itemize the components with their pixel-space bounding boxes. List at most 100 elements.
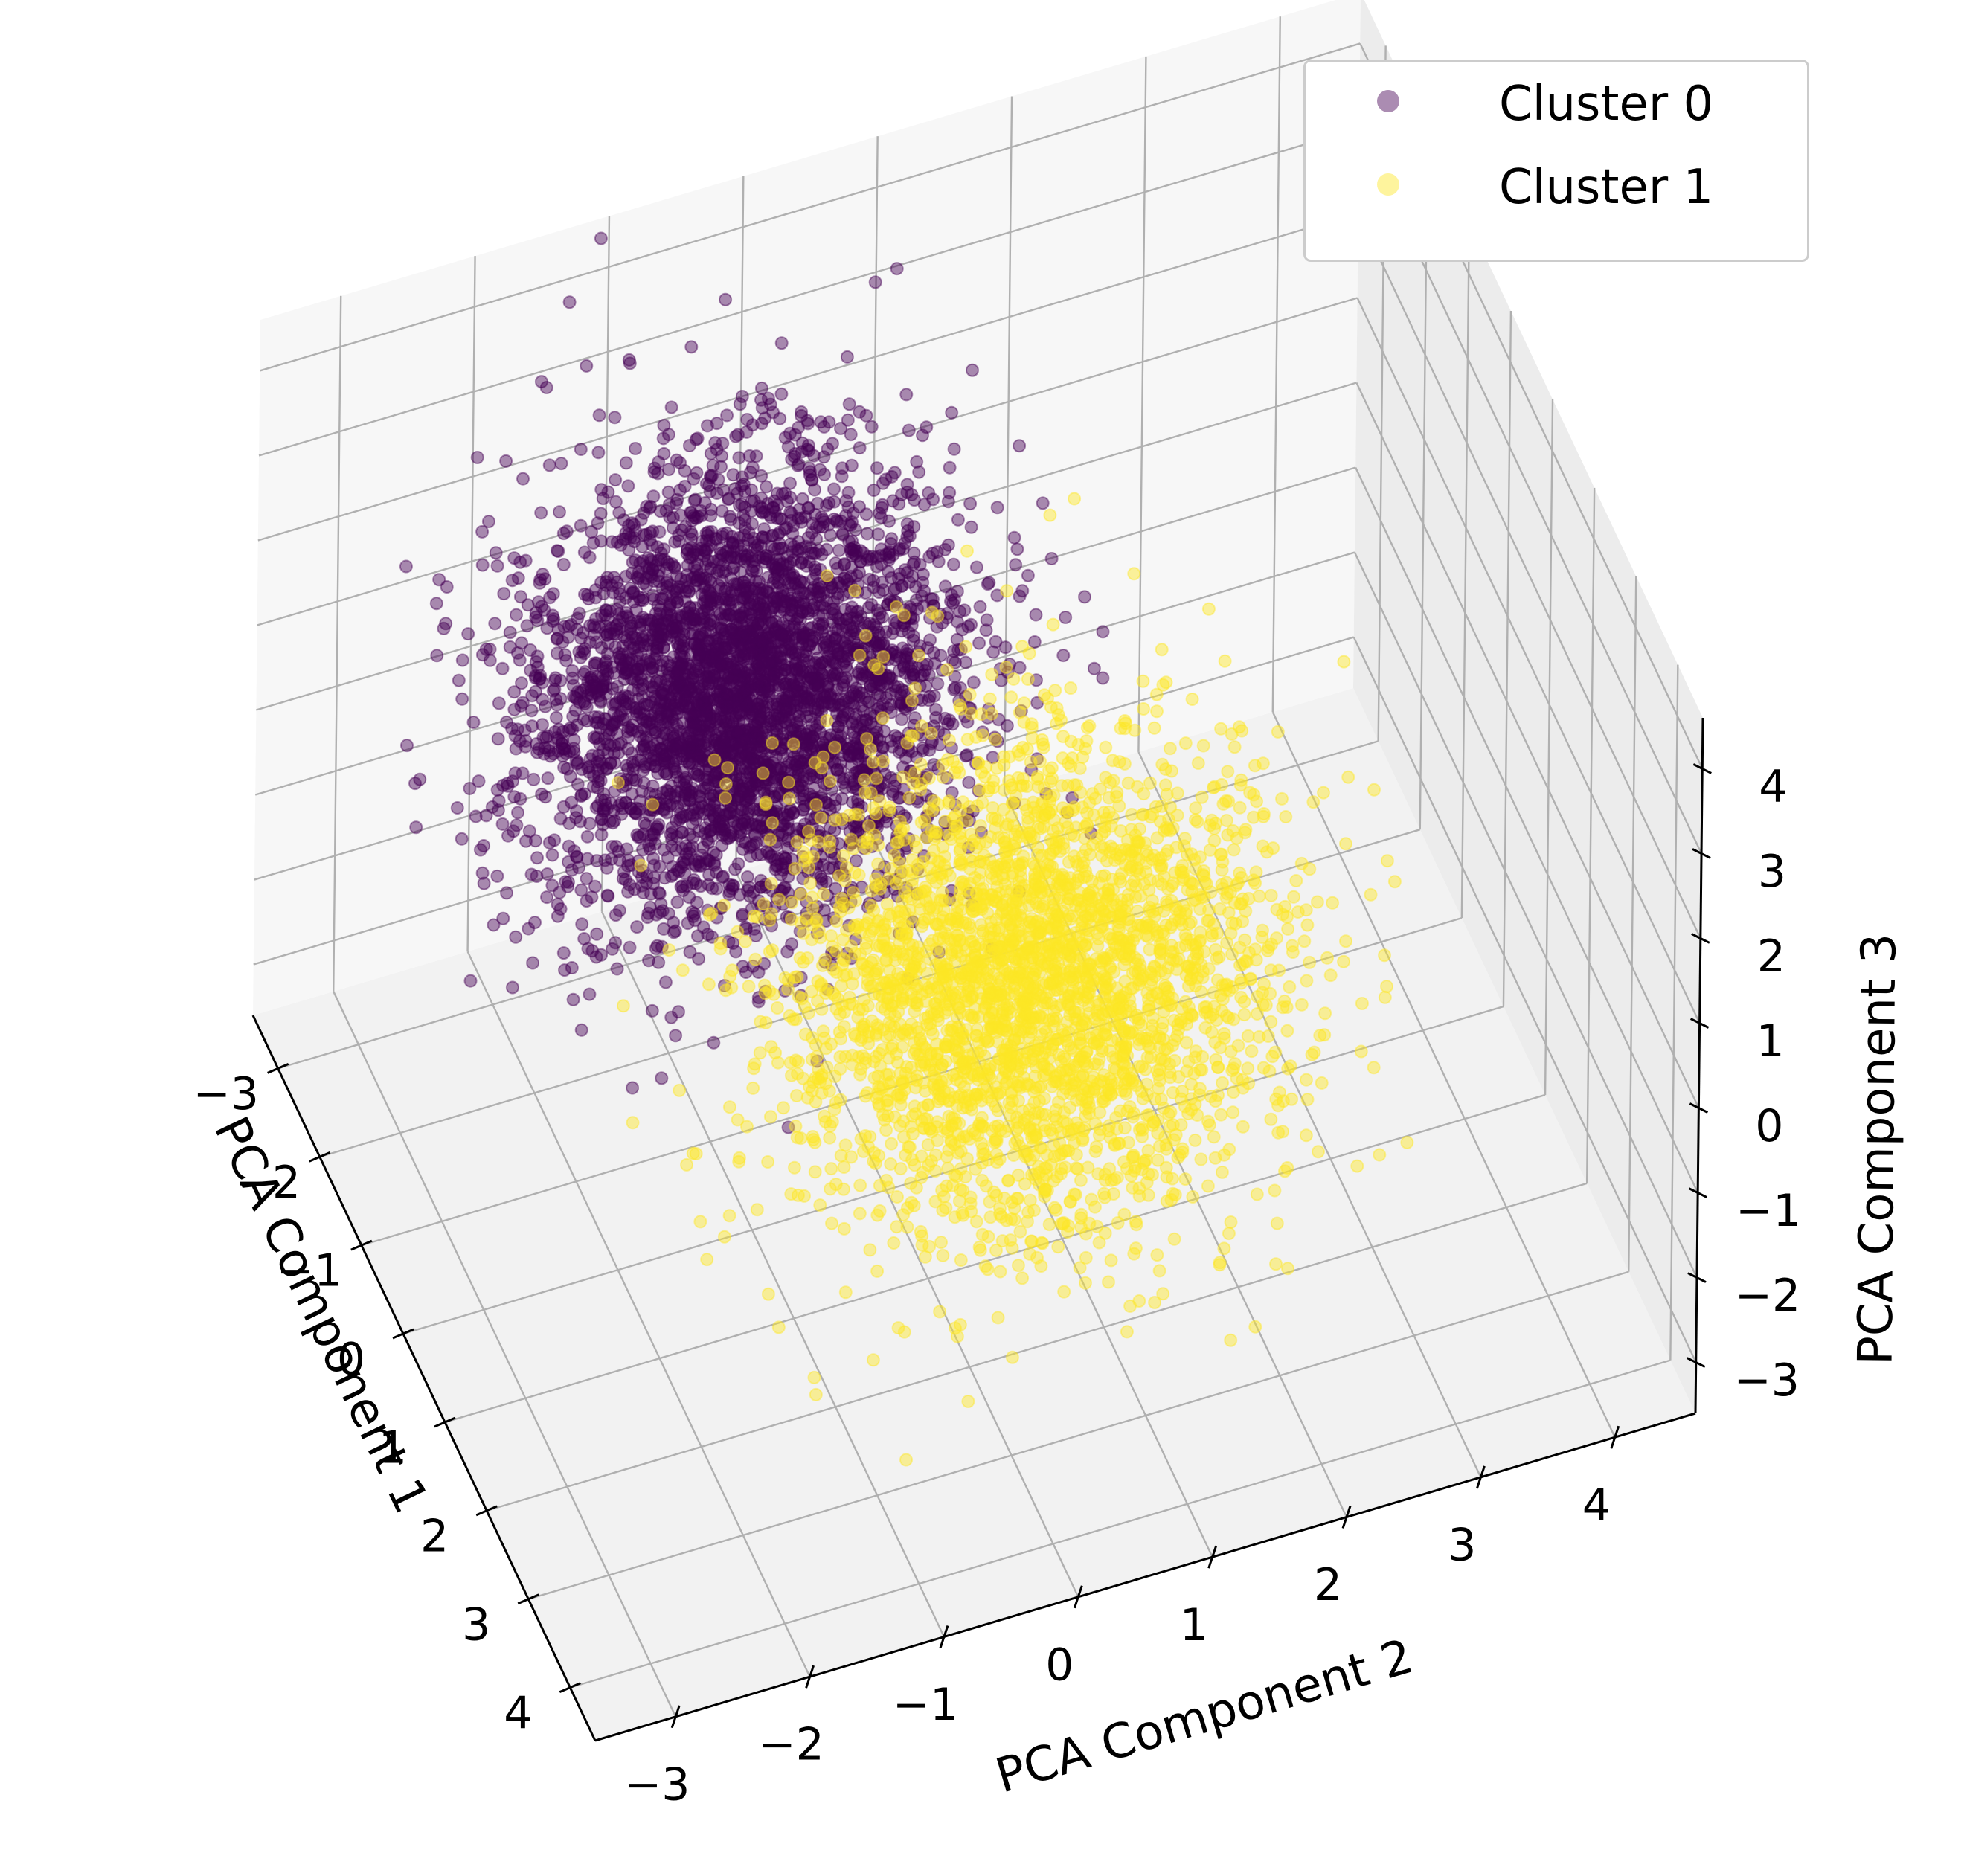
data-point xyxy=(829,556,843,570)
data-point xyxy=(795,408,809,423)
data-point xyxy=(609,473,623,487)
data-point xyxy=(1312,1145,1325,1159)
data-point xyxy=(729,429,742,443)
data-point xyxy=(736,591,751,605)
data-point xyxy=(805,526,819,539)
data-point xyxy=(890,1190,904,1204)
data-point xyxy=(704,446,718,460)
data-point xyxy=(681,580,695,594)
data-point xyxy=(867,680,881,694)
data-point xyxy=(827,602,841,616)
data-point xyxy=(722,669,736,684)
data-point xyxy=(951,513,965,527)
data-point xyxy=(670,739,684,753)
data-point xyxy=(941,538,955,552)
data-point xyxy=(1009,558,1023,572)
data-point xyxy=(786,545,799,559)
data-point xyxy=(873,606,887,620)
data-point xyxy=(505,574,519,588)
data-point xyxy=(542,458,556,472)
data-point xyxy=(928,656,942,670)
data-point xyxy=(698,739,712,753)
data-point xyxy=(616,693,630,707)
grid-y-floor xyxy=(1137,751,1482,1478)
data-point xyxy=(763,397,777,411)
data-point xyxy=(688,492,702,507)
data-point xyxy=(529,605,543,620)
data-point xyxy=(1015,1271,1030,1285)
data-point xyxy=(899,388,914,402)
data-point xyxy=(746,531,760,545)
data-point xyxy=(1300,918,1315,932)
data-point xyxy=(1300,1073,1313,1087)
data-point xyxy=(594,793,609,807)
data-point xyxy=(513,555,527,569)
data-point xyxy=(899,1453,913,1467)
data-point xyxy=(1380,980,1393,994)
data-point xyxy=(745,839,759,853)
data-point xyxy=(1065,791,1079,805)
data-point xyxy=(590,927,604,941)
data-point xyxy=(526,956,540,970)
data-point xyxy=(857,726,871,740)
data-point xyxy=(475,524,490,539)
data-point xyxy=(679,731,693,745)
data-point xyxy=(763,508,777,522)
data-point xyxy=(455,692,469,706)
data-point xyxy=(516,696,530,710)
data-point xyxy=(870,1264,885,1278)
data-point xyxy=(672,579,686,594)
data-point xyxy=(826,655,840,669)
data-point xyxy=(915,589,928,603)
data-point xyxy=(798,731,812,745)
data-point xyxy=(739,801,754,815)
data-point xyxy=(782,611,796,625)
data-point xyxy=(1224,1215,1238,1229)
data-point xyxy=(943,460,957,475)
data-point xyxy=(735,909,749,923)
data-point xyxy=(801,501,815,515)
data-point xyxy=(661,557,675,571)
data-point xyxy=(844,542,858,556)
data-point xyxy=(802,754,816,768)
data-point xyxy=(684,807,697,821)
data-point xyxy=(578,588,591,601)
data-point xyxy=(644,722,658,736)
data-point xyxy=(789,730,803,744)
data-point xyxy=(914,1224,928,1239)
data-point xyxy=(1015,584,1030,598)
data-point xyxy=(648,725,662,739)
data-point xyxy=(524,867,539,881)
data-point xyxy=(752,666,766,681)
data-point xyxy=(713,741,728,755)
data-point xyxy=(882,669,896,683)
data-point xyxy=(754,417,768,431)
grid-y-back xyxy=(735,176,745,872)
data-point xyxy=(477,876,491,890)
data-point xyxy=(905,570,920,584)
data-point xyxy=(718,746,732,760)
data-point xyxy=(735,390,749,403)
grid-x-floor xyxy=(569,1359,1671,1689)
grid-x-back xyxy=(1669,664,1679,1361)
grid-x-back xyxy=(1460,222,1471,919)
data-point xyxy=(761,1155,775,1169)
data-point xyxy=(767,809,781,823)
data-point xyxy=(1010,542,1024,556)
data-point xyxy=(636,713,650,727)
data-point xyxy=(605,579,619,593)
data-point xyxy=(650,674,664,688)
data-point xyxy=(736,908,750,922)
grid-y-back xyxy=(1271,16,1281,713)
grid-x-back xyxy=(1502,311,1512,1007)
data-point xyxy=(640,698,654,712)
grid-y-back xyxy=(1003,96,1013,792)
data-point xyxy=(808,812,822,826)
grid-z-back-b xyxy=(1352,637,1697,1363)
data-point xyxy=(655,687,670,701)
data-point xyxy=(1059,611,1073,624)
data-point xyxy=(655,582,670,595)
data-point xyxy=(797,769,811,783)
data-point xyxy=(667,684,681,698)
grid-z-back-b xyxy=(1355,382,1700,1109)
